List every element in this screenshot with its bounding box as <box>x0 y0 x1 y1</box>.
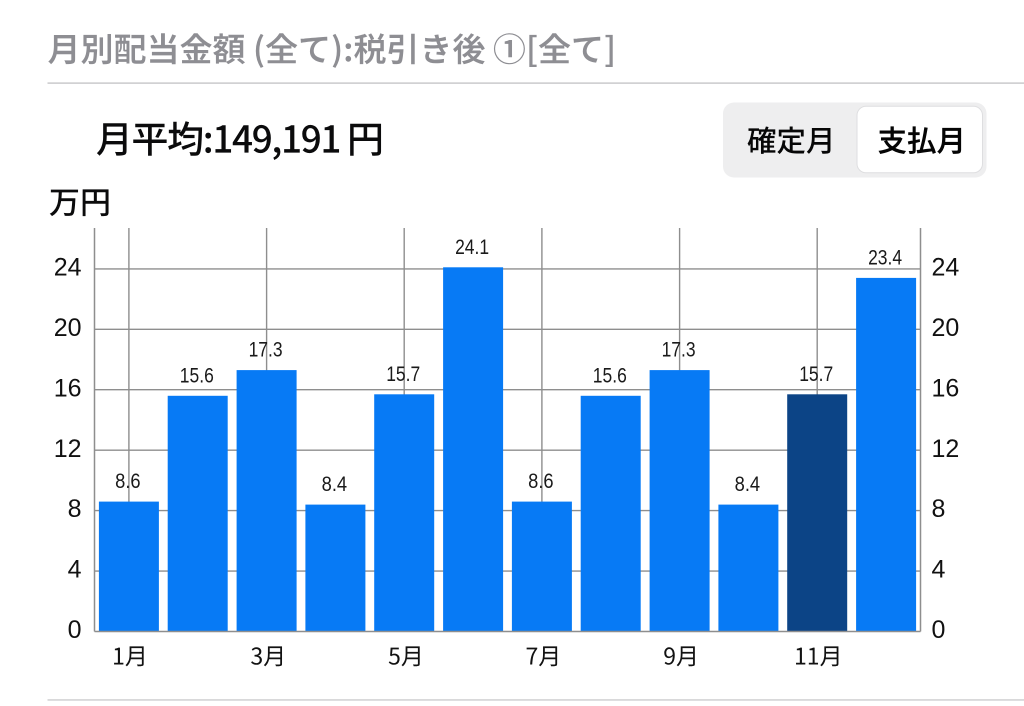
svg-text:8: 8 <box>68 495 82 523</box>
svg-text:0: 0 <box>932 616 946 644</box>
svg-text:23.4: 23.4 <box>868 246 902 269</box>
svg-text:16: 16 <box>54 374 82 402</box>
svg-text:0: 0 <box>68 616 82 644</box>
svg-text:16: 16 <box>932 374 960 402</box>
svg-text:20: 20 <box>932 314 960 342</box>
svg-text:4: 4 <box>68 556 82 584</box>
svg-text:15.6: 15.6 <box>180 364 214 387</box>
svg-text:8.4: 8.4 <box>322 473 348 496</box>
svg-text:12: 12 <box>932 435 960 463</box>
svg-text:15.6: 15.6 <box>593 364 627 387</box>
svg-text:17.3: 17.3 <box>249 339 283 362</box>
svg-text:4: 4 <box>932 556 946 584</box>
svg-text:15.7: 15.7 <box>386 363 420 386</box>
svg-text:8.6: 8.6 <box>528 470 554 493</box>
svg-text:8.6: 8.6 <box>115 470 141 493</box>
svg-text:8: 8 <box>932 495 946 523</box>
svg-text:12: 12 <box>54 435 82 463</box>
svg-text:15.7: 15.7 <box>799 363 833 386</box>
svg-text:24: 24 <box>54 254 82 282</box>
svg-text:8.4: 8.4 <box>735 473 761 496</box>
svg-text:17.3: 17.3 <box>662 339 696 362</box>
svg-text:24.1: 24.1 <box>455 236 489 259</box>
svg-text:24: 24 <box>932 254 960 282</box>
svg-text:20: 20 <box>54 314 82 342</box>
